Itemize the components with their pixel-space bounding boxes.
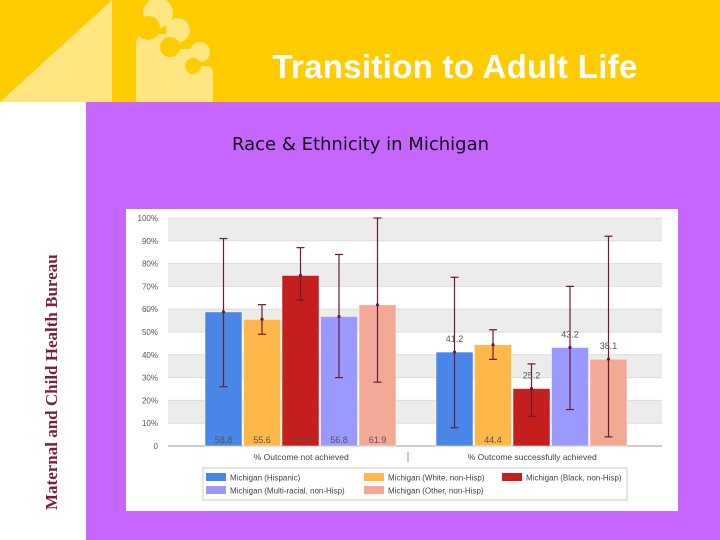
grid-band [168,218,662,241]
slide-subtitle: Race & Ethnicity in Michigan [232,134,490,155]
bar-point [221,310,226,314]
bar-point [260,317,264,321]
legend-swatch [364,486,384,494]
bar-point [529,386,534,391]
bar-chart: 0 10% 20% 30% 40% 50% 60% 70% 80% 90% 100% 58.8 41.2… [126,209,678,511]
data-label: 74.8 [292,435,310,445]
grid-band [168,263,662,287]
legend-swatch [502,473,522,481]
legend-swatch [364,473,384,481]
chart-svg: 0 10% 20% 30% 40% 50% 60% 70% 80% 90% 100% 58.8 41.2… [138,214,662,501]
data-label: 55.6 [253,435,271,445]
bar-point [298,273,303,278]
legend-swatch [206,486,226,494]
legend-label: Michigan (Black, non-Hisp) [526,474,622,483]
y-tick-label: 0 [154,442,159,451]
y-tick-label: 60% [142,305,158,314]
category-label: % Outcome not achieved [254,452,349,462]
sidebar-vertical-label: Maternal and Child Health Bureau [42,254,61,510]
y-tick-label: 100% [138,214,158,223]
legend-label: Michigan (Other, non-Hisp) [388,487,484,496]
data-label: 58.8 [215,435,233,445]
bar [281,275,320,447]
y-tick-label: 70% [142,282,158,291]
bar-point [491,343,495,347]
bar-point [337,314,341,319]
y-tick-label: 10% [142,419,158,428]
data-label: 25.2 [523,371,541,381]
y-tick-label: 20% [142,396,158,405]
data-label: 41.2 [446,334,464,344]
sidebar-panel [0,102,86,540]
data-label: 56.8 [330,435,348,445]
bar-point [568,345,572,350]
category-label: % Outcome successfully achieved [468,452,597,462]
y-tick-label: 40% [142,351,158,360]
slide-title: Transition to Adult Life [272,48,638,85]
legend-box [202,467,628,501]
legend-label: Michigan (White, non-Hisp) [388,474,485,483]
data-label: 43.2 [561,330,579,340]
y-tick-label: 50% [142,328,158,337]
y-tick-label: 30% [142,374,158,383]
y-tick-label: 80% [142,260,158,269]
family-logo-icon [0,0,213,102]
header-bar: Transition to Adult Life [0,0,720,102]
bar [474,344,512,447]
data-label: 44.4 [484,435,502,445]
bar-point [375,303,380,307]
legend-swatch [206,473,226,481]
bar-point [606,357,611,361]
legend-label: Michigan (Hispanic) [230,474,301,483]
data-label: 38.1 [600,341,618,351]
y-tick-label: 90% [142,237,158,246]
data-label: 61.9 [369,435,387,445]
bar [243,318,281,447]
bar-point [452,350,457,354]
legend-label: Michigan (Multi-racial, non-Hisp) [230,487,345,496]
